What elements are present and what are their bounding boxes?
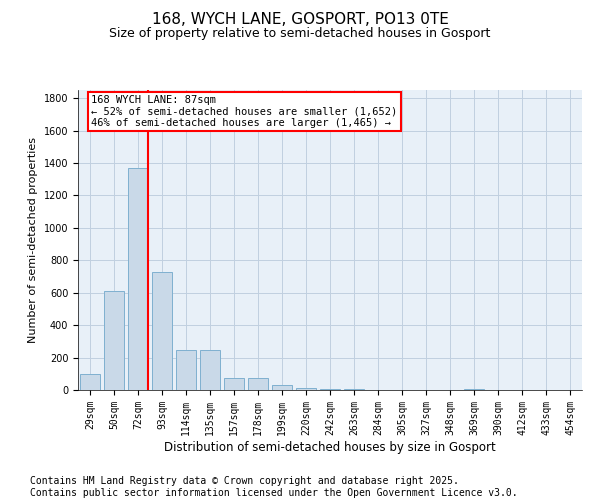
- Text: 168, WYCH LANE, GOSPORT, PO13 0TE: 168, WYCH LANE, GOSPORT, PO13 0TE: [152, 12, 448, 28]
- Bar: [248, 378, 268, 390]
- Bar: [176, 350, 196, 390]
- Bar: [200, 350, 220, 390]
- X-axis label: Distribution of semi-detached houses by size in Gosport: Distribution of semi-detached houses by …: [164, 440, 496, 454]
- Text: Size of property relative to semi-detached houses in Gosport: Size of property relative to semi-detach…: [109, 28, 491, 40]
- Bar: [224, 378, 244, 390]
- Text: Contains HM Land Registry data © Crown copyright and database right 2025.
Contai: Contains HM Land Registry data © Crown c…: [30, 476, 518, 498]
- Bar: [104, 291, 124, 390]
- Bar: [152, 272, 172, 390]
- Bar: [344, 389, 364, 390]
- Bar: [128, 168, 148, 390]
- Bar: [296, 388, 316, 390]
- Text: 168 WYCH LANE: 87sqm
← 52% of semi-detached houses are smaller (1,652)
46% of se: 168 WYCH LANE: 87sqm ← 52% of semi-detac…: [91, 95, 397, 128]
- Bar: [80, 374, 100, 390]
- Y-axis label: Number of semi-detached properties: Number of semi-detached properties: [28, 137, 38, 343]
- Bar: [464, 389, 484, 390]
- Bar: [320, 389, 340, 390]
- Bar: [272, 385, 292, 390]
